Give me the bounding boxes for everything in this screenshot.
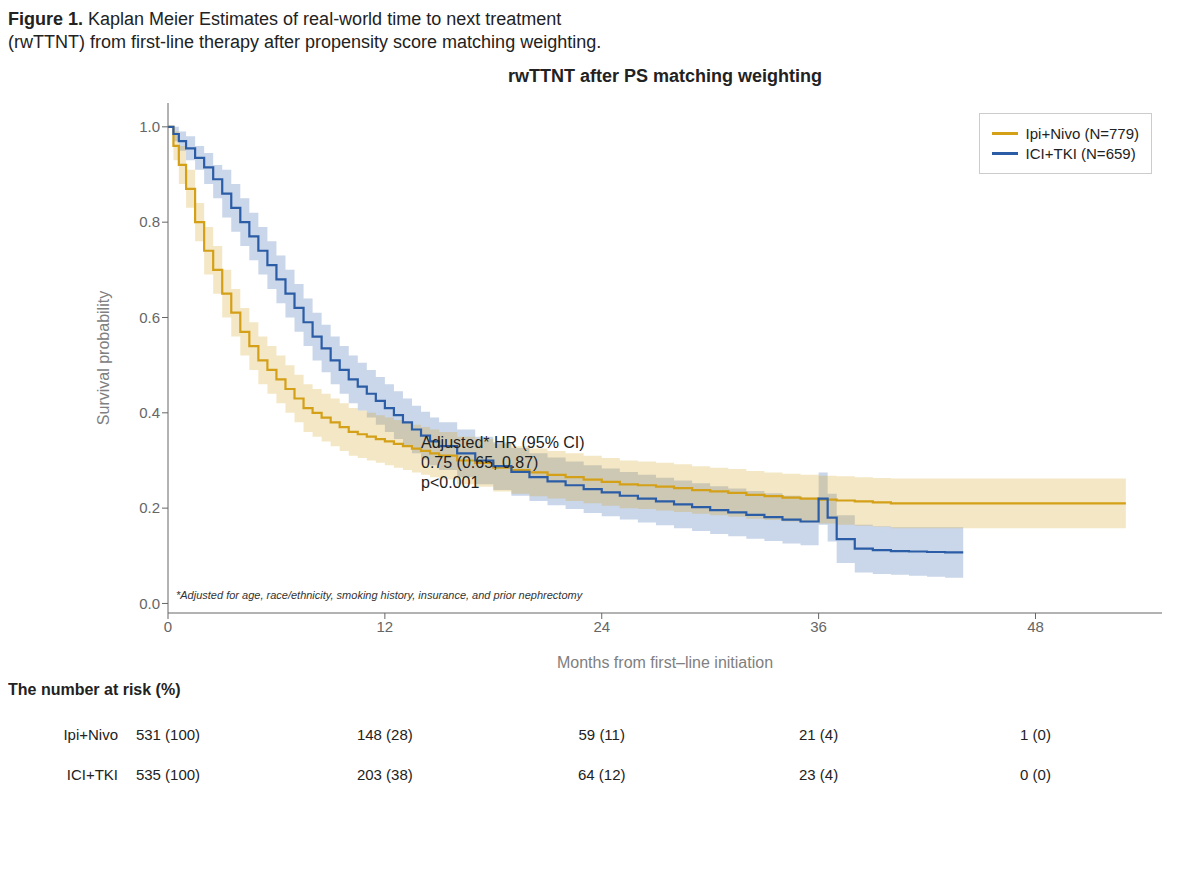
svg-text:24: 24 — [593, 618, 610, 635]
svg-text:Adjusted* HR (95% CI)0.75 (0.6: Adjusted* HR (95% CI)0.75 (0.65, 0.87)p<… — [421, 434, 585, 491]
svg-text:0.4: 0.4 — [139, 404, 160, 421]
html-text:23 (4): 23 (4) — [799, 766, 839, 783]
html-text:Figure 1. Kaplan Meier Estimat: Figure 1. Kaplan Meier Estimates of real… — [8, 9, 602, 52]
svg-text:36: 36 — [810, 618, 827, 635]
html-text:1 (0): 1 (0) — [1020, 726, 1051, 743]
svg-text:0.2: 0.2 — [139, 499, 160, 516]
html-text:148 (28): 148 (28) — [356, 726, 413, 743]
html-text:64 (12): 64 (12) — [578, 766, 626, 783]
svg-text:48: 48 — [1027, 618, 1044, 635]
html-text:ICI+TKI (N=659): ICI+TKI (N=659) — [1025, 145, 1136, 162]
html-text:*Adjusted for age, race/ethnic: *Adjusted for age, race/ethnicity, smoki… — [176, 589, 583, 601]
svg-text:1.0: 1.0 — [139, 118, 160, 135]
svg-text:Months from first–line initiat: Months from first–line initiation — [557, 654, 773, 671]
html-text:Ipi+Nivo (N=779): Ipi+Nivo (N=779) — [1025, 125, 1139, 142]
svg-text:Survival probability: Survival probability — [95, 291, 112, 425]
svg-text:0.0: 0.0 — [139, 595, 160, 612]
html-text:ICI+TKI: ICI+TKI — [66, 766, 118, 783]
svg-text:12: 12 — [377, 618, 394, 635]
html-text:531 (100): 531 (100) — [135, 726, 201, 743]
html-text:rwTTNT after PS matching weigh: rwTTNT after PS matching weighting — [508, 66, 822, 86]
html-text:Ipi+Nivo: Ipi+Nivo — [63, 726, 118, 743]
svg-text:0: 0 — [164, 618, 172, 635]
html-text:59 (11): 59 (11) — [578, 726, 625, 743]
html-text:21 (4): 21 (4) — [799, 726, 839, 743]
html-text:0 (0): 0 (0) — [1020, 766, 1051, 783]
svg-text:0.6: 0.6 — [139, 309, 160, 326]
html-text:203 (38): 203 (38) — [356, 766, 413, 783]
svg-text:0.8: 0.8 — [139, 213, 160, 230]
html-text:535 (100): 535 (100) — [135, 766, 201, 783]
html-text:The number at risk (%): The number at risk (%) — [8, 681, 181, 698]
